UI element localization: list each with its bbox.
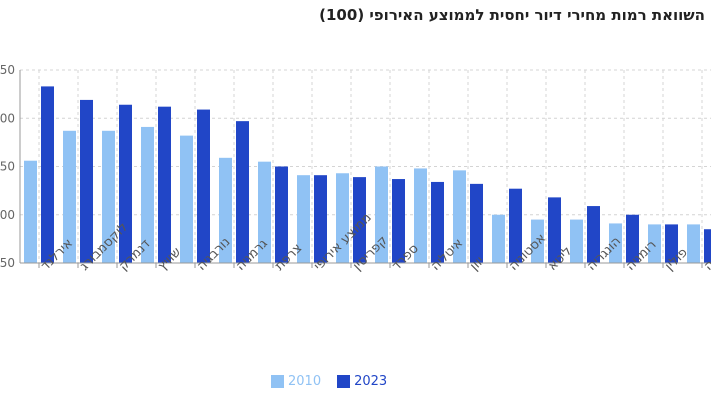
bar-2010[interactable]: נורבגיה 2010: 182 xyxy=(180,135,193,263)
bar-2023[interactable]: פולין 2023: 90 xyxy=(665,224,678,263)
bar-2023[interactable]: אסטוניה 2023: 127 xyxy=(509,188,522,263)
bar-2023[interactable]: גרמניה 2023: 197 xyxy=(236,121,249,264)
legend-item-2010[interactable]: 2010 xyxy=(271,374,321,389)
legend-label-2010: 2010 xyxy=(288,374,322,389)
bar-2010[interactable]: לוקסמבורג 2010: 187 xyxy=(63,130,76,263)
bar-2023[interactable]: נורבגיה 2023: 209 xyxy=(197,109,210,263)
bar-2010[interactable]: גרמניה 2010: 159 xyxy=(219,157,232,263)
bar-2023[interactable]: שוויץ 2023: 212 xyxy=(158,106,171,263)
y-tick-label: 100 xyxy=(0,208,15,222)
bar-2023[interactable]: הונגריה 2023: 109 xyxy=(587,206,600,263)
bar-2023[interactable]: ספרד 2023: 137 xyxy=(392,179,405,263)
bar-2010[interactable]: דנמרק 2010: 187 xyxy=(102,130,115,263)
bar-2023[interactable]: קפריסין 2023: 139 xyxy=(353,177,366,263)
legend-swatch-2010 xyxy=(271,375,284,388)
bar-2010[interactable]: ממוצע אירופי 2010: 141 xyxy=(297,175,310,263)
legend: 2010 2023 xyxy=(271,374,387,389)
y-tick-label: 150 xyxy=(0,160,15,174)
bar-2010[interactable]: הונגריה 2010: 95 xyxy=(570,219,583,263)
grid-layer xyxy=(20,69,711,263)
y-tick-label: 250 xyxy=(0,63,15,77)
bar-2023[interactable]: צרפת 2023: 150 xyxy=(275,166,288,264)
bar-2010[interactable]: רומניה 2010: 91 xyxy=(609,223,622,263)
bar-2010[interactable]: ליטא 2010: 95 xyxy=(531,219,544,263)
legend-item-2023[interactable]: 2023 xyxy=(337,374,387,389)
chart-title: השוואת רמות מחירי דיור יחסית לממוצע האיר… xyxy=(319,6,705,24)
bar-2010[interactable]: קפריסין 2010: 143 xyxy=(336,173,349,263)
bar-2023[interactable]: דנמרק 2023: 214 xyxy=(119,104,132,264)
bar-2023[interactable]: ליטא 2023: 118 xyxy=(548,197,561,263)
bar-2010[interactable]: צרפת 2010: 155 xyxy=(258,161,271,263)
y-tick-label: 50 xyxy=(0,256,15,270)
bar-2023[interactable]: בולגריה 2023: 85 xyxy=(704,229,711,263)
bar-2023[interactable]: איטליה 2023: 134 xyxy=(431,181,444,263)
bar-2010[interactable]: אירלנד 2010: 156 xyxy=(24,160,37,263)
bar-2010[interactable]: בולגריה 2010: 90 xyxy=(687,224,700,263)
bar-2010[interactable]: ספרד 2010: 150 xyxy=(375,166,388,264)
bar-2023[interactable]: יוון 2023: 132 xyxy=(470,183,483,263)
legend-label-2023: 2023 xyxy=(354,374,388,389)
bar-2010[interactable]: שוויץ 2010: 191 xyxy=(141,126,154,263)
y-tick-label: 200 xyxy=(0,111,15,125)
bar-2023[interactable]: אירלנד 2023: 233 xyxy=(41,86,54,263)
bar-2010[interactable]: פולין 2010: 90 xyxy=(648,224,661,263)
bar-2023[interactable]: ממוצע אירופי 2023: 141 xyxy=(314,175,327,263)
bar-2023[interactable]: רומניה 2023: 100 xyxy=(626,214,639,263)
bar-2023[interactable]: לוקסמבורג 2023: 219 xyxy=(80,99,93,263)
bars-layer: אירלנד 2010: 156 אירלנד 2023: 233 לוקסמבור… xyxy=(24,86,711,264)
bar-2010[interactable]: יוון 2010: 146 xyxy=(453,170,466,263)
bar-2010[interactable]: אסטוניה 2010: 100 xyxy=(492,214,505,263)
legend-swatch-2023 xyxy=(337,375,351,388)
bar-2010[interactable]: איטליה 2010: 148 xyxy=(414,168,427,263)
